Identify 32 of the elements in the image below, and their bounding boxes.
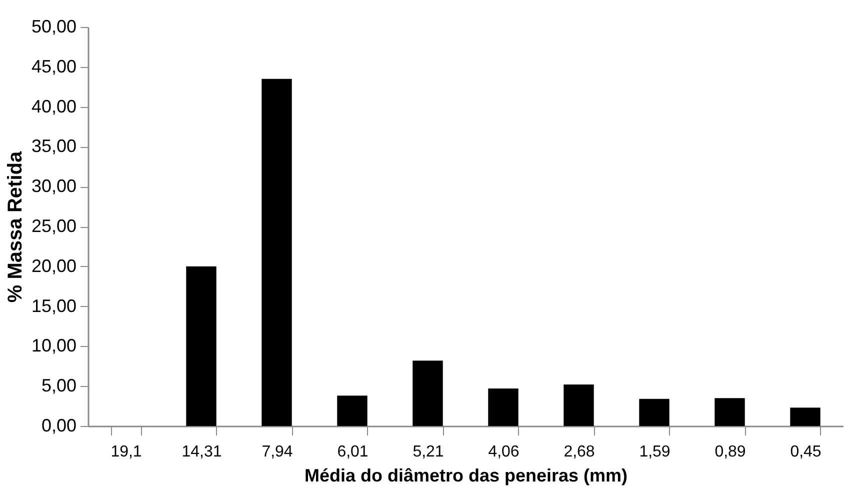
bar — [639, 398, 670, 426]
y-tick-label: 30,00 — [31, 176, 76, 196]
y-tick-label: 35,00 — [31, 136, 76, 156]
x-tick-label: 2,68 — [564, 444, 595, 460]
y-tick-label: 50,00 — [31, 16, 76, 36]
y-tick-label: 15,00 — [31, 296, 76, 316]
bar — [412, 360, 443, 426]
x-tick-label: 1,59 — [639, 444, 670, 460]
bar — [262, 78, 292, 426]
y-tick-label: 40,00 — [31, 96, 76, 116]
bar — [337, 396, 368, 426]
x-tick-label: 4,06 — [488, 444, 520, 460]
bar — [564, 384, 594, 426]
x-tick-label: 7,94 — [262, 444, 293, 460]
x-axis-title: Média do diâmetro das peneiras (mm) — [304, 466, 628, 486]
y-tick-label: 20,00 — [31, 256, 76, 276]
bar — [186, 266, 216, 426]
x-tick-label: 5,21 — [412, 444, 444, 460]
y-tick-label: 10,00 — [31, 336, 76, 356]
y-tick-label: 5,00 — [41, 376, 76, 396]
y-tick-label: 0,00 — [41, 416, 76, 436]
x-tick-label: 0,45 — [790, 444, 822, 460]
y-tick-label: 45,00 — [31, 56, 76, 76]
x-tick-label: 14,31 — [182, 444, 222, 460]
bar — [714, 398, 745, 426]
x-tick-label: 19,1 — [110, 444, 142, 460]
bar — [488, 388, 518, 426]
bar — [790, 408, 820, 426]
y-axis-title: % Massa Retida — [4, 150, 26, 303]
y-tick-label: 25,00 — [31, 216, 76, 236]
x-tick-label: 0,89 — [714, 444, 746, 460]
x-tick-label: 6,01 — [337, 444, 368, 460]
